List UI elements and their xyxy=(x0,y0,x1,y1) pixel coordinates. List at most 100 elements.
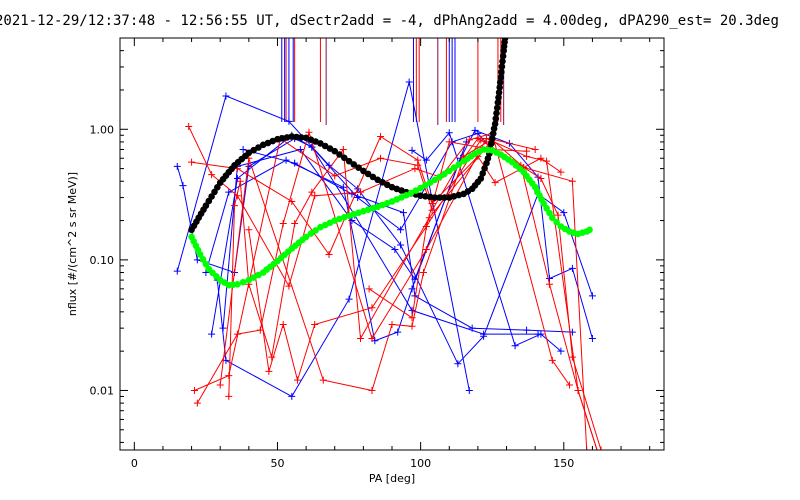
x-tick-label: 150 xyxy=(553,457,574,470)
black-curve-dot xyxy=(499,52,507,60)
blue-point xyxy=(568,264,576,272)
red-point xyxy=(268,353,276,361)
black-curve-dot xyxy=(336,151,343,158)
black-curve-dot xyxy=(441,194,448,201)
red-point xyxy=(568,177,576,185)
red-point xyxy=(368,304,376,312)
red-point xyxy=(554,211,562,219)
blue-point xyxy=(471,126,479,134)
black-curve-dot xyxy=(422,193,429,200)
red-point xyxy=(531,146,539,154)
green-curve-dot xyxy=(546,209,553,217)
blue-point xyxy=(288,392,296,400)
red-point xyxy=(291,219,299,227)
blue-point xyxy=(537,330,545,338)
black-curve-dot xyxy=(499,58,506,65)
blue-point xyxy=(225,188,233,196)
axis-ticks: 0 50 100 150 0.01 0.10 1.00 xyxy=(90,37,664,470)
black-curve-dot xyxy=(496,79,504,86)
green-curve-dot xyxy=(239,278,247,286)
red-point xyxy=(411,165,419,173)
blue-point xyxy=(193,256,201,264)
black-curve-dot xyxy=(488,135,496,142)
blue-series-line xyxy=(205,141,467,342)
red-point xyxy=(465,136,473,144)
red-point xyxy=(331,172,339,180)
y-tick-label: 0.01 xyxy=(90,384,115,397)
red-point xyxy=(583,446,591,450)
blue-point xyxy=(523,326,531,334)
red-point xyxy=(193,399,201,407)
green-curve-dot xyxy=(422,182,429,189)
red-point xyxy=(325,250,333,258)
green-curve-dot xyxy=(446,167,453,175)
black-curve-dot xyxy=(360,167,367,175)
red-point xyxy=(548,356,556,364)
x-tick: 50 xyxy=(270,38,284,470)
red-point xyxy=(225,392,233,400)
blue-point xyxy=(222,92,230,100)
blue-point xyxy=(422,156,430,164)
red-point xyxy=(236,177,244,185)
black-curve-dot xyxy=(345,157,353,165)
green-curve-dot xyxy=(549,214,556,222)
red-point xyxy=(233,330,241,338)
x-tick: 0 xyxy=(131,38,138,470)
y-tick: 0.01 xyxy=(90,384,664,397)
black-curve-dot xyxy=(493,104,501,112)
black-curve-dot xyxy=(488,140,495,147)
red-point xyxy=(537,174,545,182)
black-curve-dot xyxy=(288,133,296,140)
blue-point xyxy=(560,209,568,217)
red-point xyxy=(388,320,396,328)
black-curve-dot xyxy=(493,109,500,117)
black-curve-dot xyxy=(489,130,497,137)
chart-title: 2021-12-29/12:37:48 - 12:56:55 UT, dSect… xyxy=(0,13,779,29)
green-curve-dot xyxy=(553,218,560,226)
red-point xyxy=(339,146,347,154)
blue-point xyxy=(588,292,596,300)
red-point xyxy=(422,246,430,254)
green-curve-dot xyxy=(431,176,439,184)
y-axis-label: nflux [#/(cm^2 s sr MeV)] xyxy=(66,172,79,316)
y-tick: 0.10 xyxy=(90,254,664,267)
black-curve-dot xyxy=(498,63,506,70)
red-point xyxy=(319,376,327,384)
black-curve-dot xyxy=(350,161,358,168)
black-curve-dot xyxy=(477,175,485,182)
red-point xyxy=(377,133,385,141)
black-curve-dot xyxy=(481,165,488,172)
red-point xyxy=(208,171,216,179)
green-curve-dot xyxy=(196,251,204,258)
green-curve-dot xyxy=(417,184,424,192)
x-tick: 100 xyxy=(410,38,431,470)
green-curve-dot xyxy=(234,281,241,288)
red-point xyxy=(365,285,373,293)
blue-point xyxy=(399,209,407,217)
green-curve-dot xyxy=(540,200,547,207)
green-curve-dot xyxy=(202,260,210,268)
x-tick-label: 50 xyxy=(270,457,284,470)
blue-point xyxy=(405,78,413,86)
blue-point xyxy=(348,190,356,198)
red-point xyxy=(245,226,253,234)
y-tick-label: 0.10 xyxy=(90,254,115,267)
green-curve-dot xyxy=(436,173,444,181)
green-curve-dot xyxy=(307,230,315,237)
blue-point xyxy=(208,330,216,338)
black-curve-dot xyxy=(495,89,503,96)
x-axis-label: PA [deg] xyxy=(369,472,415,485)
red-point xyxy=(279,320,287,328)
blue-point xyxy=(557,347,565,355)
green-curve-dot xyxy=(450,164,458,171)
black-curve-dot xyxy=(341,154,348,162)
red-point xyxy=(357,188,365,196)
black-curve-dot xyxy=(491,120,499,128)
red-point xyxy=(568,353,576,361)
red-series-line xyxy=(228,139,588,450)
red-point xyxy=(311,320,319,328)
red-point xyxy=(265,367,273,375)
blue-point xyxy=(511,342,519,350)
red-point xyxy=(190,386,198,394)
blue-point xyxy=(397,241,405,249)
